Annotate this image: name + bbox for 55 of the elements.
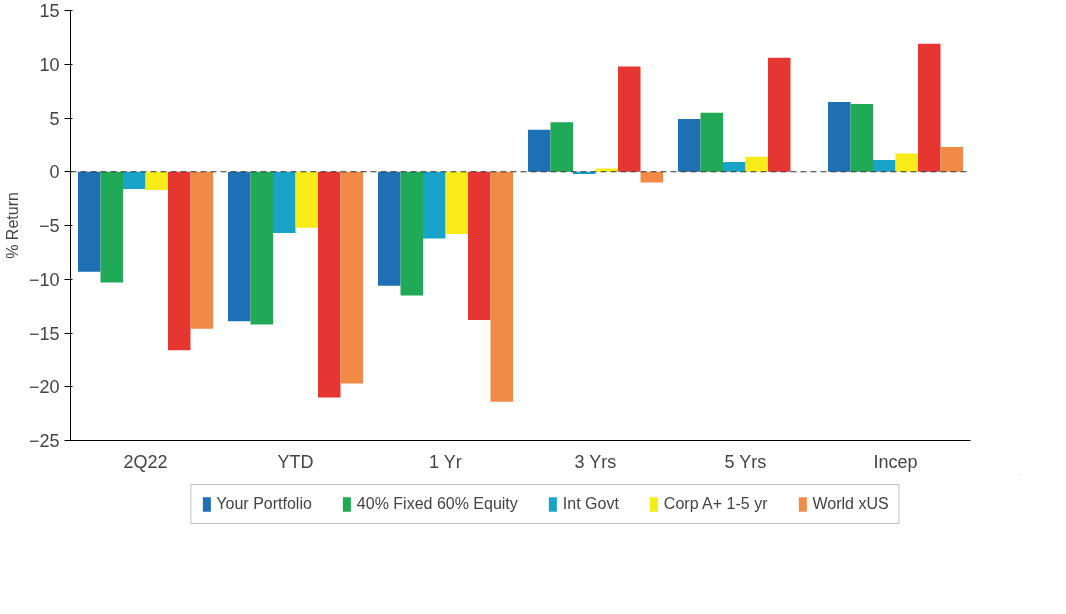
bar [850, 104, 873, 172]
x-tick-label: Incep [873, 451, 918, 472]
bar [445, 171, 468, 235]
x-tick-label: 1 Yr [428, 451, 462, 472]
y-tick-label: 5 [49, 108, 60, 129]
bar [528, 129, 551, 172]
y-tick-label: −10 [28, 269, 60, 290]
legend-label: 40% Fixed 60% Equity [356, 495, 518, 513]
bar [295, 171, 318, 228]
bar [618, 66, 641, 172]
bar [340, 171, 363, 384]
bar [828, 101, 851, 172]
bar [550, 122, 573, 172]
bar [468, 171, 491, 321]
y-tick-label: −15 [28, 323, 60, 344]
bar [573, 171, 596, 174]
y-tick-label: 15 [39, 1, 60, 21]
x-tick-label: 5 Yrs [724, 451, 767, 472]
y-tick-label: −20 [28, 377, 60, 398]
bar [78, 171, 101, 272]
y-tick-label: 0 [49, 162, 60, 183]
bar [895, 153, 918, 172]
legend-label: Your Portfolio [216, 495, 312, 513]
legend-label: World xUS [812, 495, 889, 513]
bar [678, 119, 701, 172]
bar [123, 171, 146, 189]
legend-label: Int Govt [562, 495, 619, 513]
y-tick-label: −5 [38, 216, 60, 236]
bar [318, 171, 341, 398]
y-tick-label: 10 [39, 54, 60, 75]
bar [490, 171, 513, 402]
bar [873, 159, 896, 172]
bar [228, 171, 251, 322]
x-tick-label: YTD [277, 451, 314, 472]
x-tick-label: 2Q22 [123, 451, 168, 472]
y-tick-label: −25 [28, 431, 60, 451]
bar [640, 171, 663, 183]
y-axis-title: % Return [3, 192, 21, 259]
bar [745, 156, 768, 172]
bar [940, 147, 963, 172]
bar [768, 57, 791, 172]
bar [250, 171, 273, 325]
bar [400, 171, 423, 296]
bar [723, 162, 746, 172]
bar [918, 43, 941, 172]
x-tick-label: 3 Yrs [574, 451, 617, 472]
legend-label: Corp A+ 1-5 yr [663, 495, 768, 513]
bar [378, 171, 401, 286]
bar [168, 171, 191, 351]
bar [100, 171, 123, 283]
bar [273, 171, 296, 234]
bar [700, 112, 723, 172]
bar [190, 171, 213, 329]
bar [145, 171, 168, 191]
bar [423, 171, 446, 239]
